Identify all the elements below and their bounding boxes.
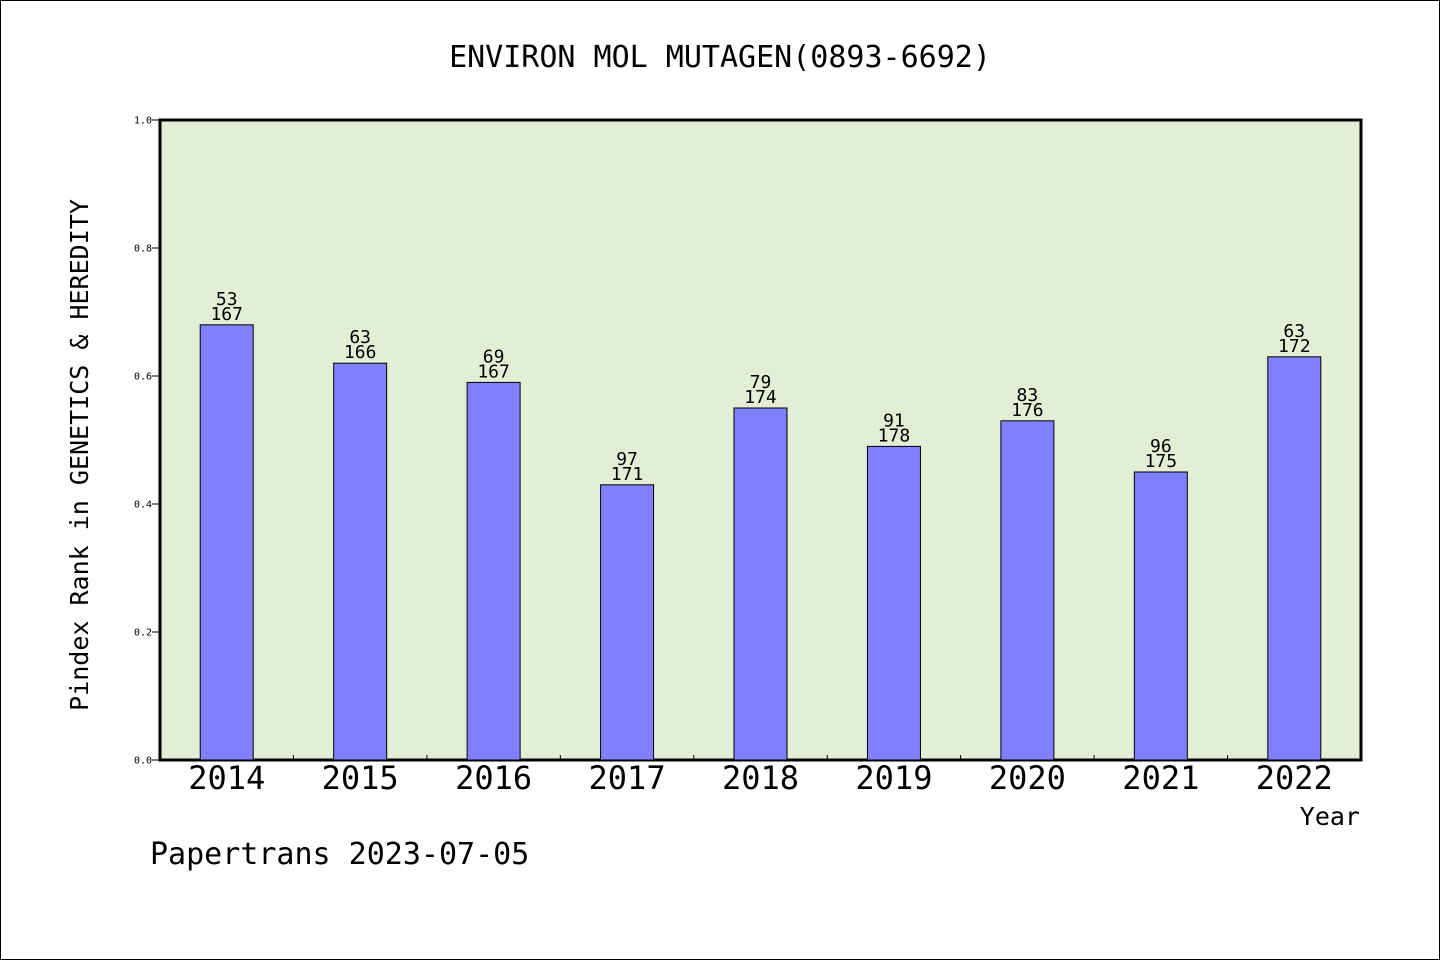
bar-2015: [333, 362, 388, 761]
bar-total-label: 167: [477, 361, 510, 382]
x-tick-label: 2018: [722, 759, 799, 797]
x-tick-label: 2016: [455, 759, 532, 797]
y-tick-label: 0.4: [134, 500, 152, 511]
bar-2014: [199, 324, 254, 761]
bar-rank-label: 69: [483, 346, 505, 367]
x-axis-label: Year: [1300, 802, 1360, 831]
bar-2016: [466, 381, 521, 761]
x-tick-label: 2020: [989, 759, 1066, 797]
x-tick-label: 2014: [188, 759, 265, 797]
bar-rank-label: 96: [1150, 436, 1172, 457]
chart-title: ENVIRON MOL MUTAGEN(0893-6692): [449, 40, 991, 75]
bar-rank-label: 91: [883, 410, 905, 431]
bar-2017: [600, 484, 655, 761]
x-axis: 2014 2015 2016 2017 2018 2019 2020 2021 2022: [188, 755, 1333, 797]
bar-total-label: 167: [210, 304, 243, 325]
bar-total-label: 171: [611, 464, 644, 485]
y-axis-label: Pindex Rank in GENETICS & HEREDITY: [65, 199, 94, 711]
bar-total-label: 175: [1145, 451, 1178, 472]
bar-rank-label: 53: [216, 289, 238, 310]
bar-total-label: 172: [1278, 336, 1311, 357]
x-tick-label: 2015: [322, 759, 399, 797]
bar-total-label: 174: [744, 387, 777, 408]
bar-2019: [866, 445, 921, 761]
y-tick-label: 0.2: [134, 628, 152, 639]
bar-rank-label: 63: [1283, 321, 1305, 342]
y-tick-label: 0.6: [134, 372, 152, 383]
x-tick-label: 2019: [855, 759, 932, 797]
bar-total-label: 176: [1011, 400, 1044, 421]
bar-2022: [1267, 356, 1322, 761]
x-tick-label: 2022: [1256, 759, 1333, 797]
bar-rank-label: 97: [616, 449, 638, 470]
y-tick-label: 0.8: [134, 244, 152, 255]
bar-rank-label: 83: [1017, 385, 1039, 406]
bar-total-label: 178: [878, 425, 911, 446]
bar-rank-label: 79: [750, 372, 772, 393]
x-tick-label: 2021: [1122, 759, 1199, 797]
bar-total-label: 166: [344, 342, 377, 363]
y-axis: 0.0 0.2 0.4 0.6 0.8 1.0: [134, 116, 160, 767]
footer-text: Papertrans 2023-07-05: [150, 837, 529, 872]
y-tick-label: 1.0: [134, 116, 152, 127]
bar-2020: [1000, 420, 1055, 761]
x-tick-label: 2017: [589, 759, 666, 797]
bar-2021: [1133, 471, 1188, 761]
bar-2018: [733, 407, 788, 761]
y-tick-label: 0.0: [134, 756, 152, 767]
bar-rank-label: 63: [349, 327, 371, 348]
